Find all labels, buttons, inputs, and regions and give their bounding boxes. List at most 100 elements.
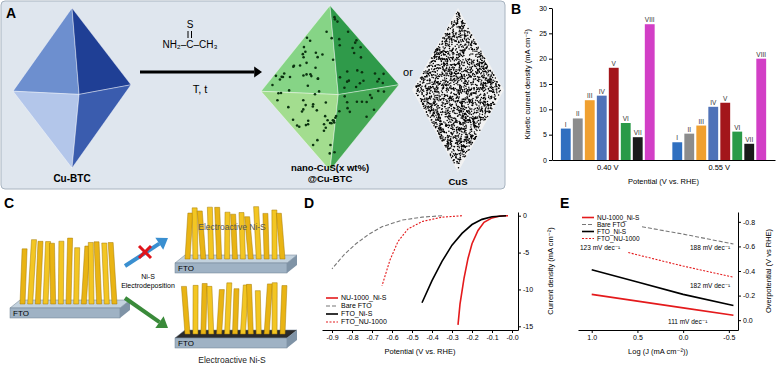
particle [450, 73, 452, 75]
particle [437, 76, 439, 78]
particle [438, 125, 440, 127]
particle [456, 154, 458, 156]
particle [455, 142, 457, 144]
particle [494, 81, 496, 83]
nanoparticle [307, 123, 310, 126]
particle [453, 52, 455, 54]
particle [443, 80, 445, 82]
particle [467, 138, 469, 140]
particle [443, 54, 445, 56]
nanoparticle [329, 144, 332, 147]
particle [456, 32, 458, 34]
particle [490, 74, 492, 76]
particle [463, 116, 465, 118]
particle [445, 125, 447, 127]
particle [455, 157, 457, 159]
particle [439, 74, 441, 76]
particle [444, 132, 446, 134]
particle [463, 27, 465, 29]
particle [456, 26, 458, 28]
particle [434, 112, 436, 114]
particle [456, 105, 458, 107]
particle [448, 57, 450, 59]
particle [436, 103, 438, 105]
particle [496, 81, 498, 83]
particle [461, 134, 463, 136]
particle [462, 90, 464, 92]
particle [462, 23, 464, 25]
particle [456, 161, 458, 163]
particle [485, 83, 487, 85]
particle [464, 102, 466, 104]
particle [438, 117, 440, 119]
nanoparticle [333, 120, 336, 123]
particle [431, 87, 433, 89]
particle [434, 54, 436, 56]
nanoparticle [306, 36, 309, 39]
particle [481, 109, 483, 111]
particle [451, 104, 453, 106]
particle [449, 95, 451, 97]
particle [476, 84, 478, 86]
particle [452, 58, 454, 60]
particle [498, 88, 500, 90]
nanoparticle [312, 103, 315, 106]
particle [487, 65, 489, 67]
particle [429, 80, 431, 82]
particle [458, 72, 460, 74]
particle [449, 48, 451, 50]
particle [426, 75, 428, 77]
particle [429, 75, 431, 77]
particle [461, 86, 463, 88]
particle [415, 86, 417, 88]
particle [454, 125, 456, 127]
particle [471, 61, 473, 63]
particle [472, 100, 474, 102]
particle [442, 58, 444, 60]
particle [467, 35, 469, 37]
particle [420, 90, 422, 92]
label: Cu-BTC [53, 173, 90, 184]
particle [432, 61, 434, 63]
label: or [403, 66, 413, 78]
particle [439, 134, 441, 136]
particle [450, 85, 452, 87]
particle [458, 153, 460, 155]
particle [461, 110, 463, 112]
particle [445, 124, 447, 126]
particle [448, 98, 450, 100]
particle [424, 78, 426, 80]
particle [452, 120, 454, 122]
particle [486, 72, 488, 74]
particle [448, 75, 450, 77]
particle [435, 122, 437, 124]
particle [448, 101, 450, 103]
particle [463, 110, 465, 112]
particle [468, 42, 470, 44]
particle [462, 22, 464, 24]
particle [433, 63, 435, 65]
label: T, t [193, 83, 208, 95]
particle [472, 103, 474, 105]
particle [461, 61, 463, 63]
particle [446, 34, 448, 36]
particle [449, 86, 451, 88]
particle [468, 121, 470, 123]
nanoparticle [324, 126, 327, 129]
particle [447, 71, 449, 73]
particle [466, 143, 468, 145]
particle [464, 78, 466, 80]
particle [445, 43, 447, 45]
particle [474, 64, 476, 66]
particle [465, 152, 467, 154]
particle [479, 122, 481, 124]
particle [458, 100, 460, 102]
particle [452, 110, 454, 112]
particle [450, 132, 452, 134]
nanoparticle [318, 90, 321, 93]
particle [471, 138, 473, 140]
particle [461, 23, 463, 25]
particle [424, 72, 426, 74]
particle [431, 81, 433, 83]
particle [491, 96, 493, 98]
